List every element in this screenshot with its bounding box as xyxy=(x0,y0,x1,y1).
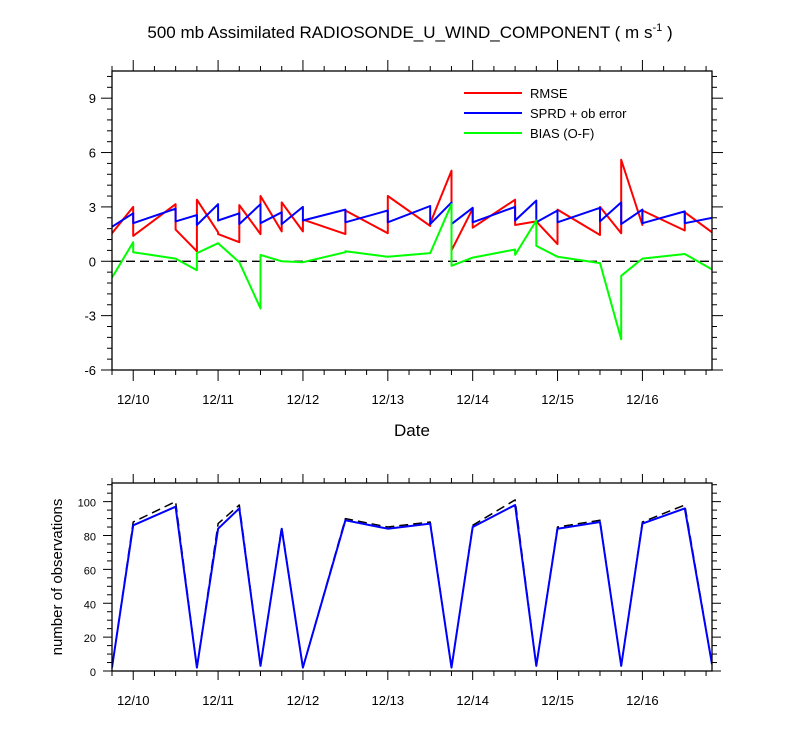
y-tick-label: 9 xyxy=(89,91,96,106)
y-tick-label: 40 xyxy=(84,599,96,611)
x-tick-label: 12/15 xyxy=(541,693,574,708)
bottom-tick-labels: 0 20 40 60 80 100 12/10 12/11 12/12 12/13 12/14 12/… xyxy=(78,498,659,708)
y-tick-label: 6 xyxy=(89,146,96,161)
y-tick-label: 60 xyxy=(84,565,96,577)
chart-title-exponent: -1 xyxy=(652,22,662,34)
x-tick-label: 12/10 xyxy=(117,392,150,407)
x-tick-label: 12/15 xyxy=(541,392,574,407)
series-line-1-2 xyxy=(112,199,712,228)
bottom-axes xyxy=(103,474,721,680)
top-tick-labels: -6 -3 0 3 6 9 12/10 12/11 12/12 12/13 12/14 12/15 12… xyxy=(84,91,658,407)
x-tick-label: 12/13 xyxy=(372,693,405,708)
chart-title: 500 mb Assimilated RADIOSONDE_U_WIND_COM… xyxy=(147,22,672,42)
x-tick-label: 12/14 xyxy=(456,693,489,708)
x-axis-label: Date xyxy=(394,421,430,440)
y-tick-label: 0 xyxy=(89,254,96,269)
x-tick-label: 12/12 xyxy=(287,693,320,708)
plot-frame xyxy=(111,482,713,672)
x-tick-label: 12/14 xyxy=(456,392,489,407)
y-tick-label: 100 xyxy=(78,498,96,510)
legend-label: BIAS (O-F) xyxy=(530,126,594,141)
bottom-series-group xyxy=(112,499,712,669)
y-tick-label: -3 xyxy=(84,309,96,324)
x-tick-label: 12/12 xyxy=(287,392,320,407)
top-panel: 500 mb Assimilated RADIOSONDE_U_WIND_COM… xyxy=(84,22,723,440)
plot-frame xyxy=(111,70,713,371)
top-axes xyxy=(101,60,723,381)
y-tick-label: -6 xyxy=(84,363,96,378)
chart-title-suffix: ) xyxy=(662,23,672,42)
y-tick-label: 3 xyxy=(89,200,96,215)
series-line-1-3 xyxy=(112,203,712,341)
bottom-panel: 0 20 40 60 80 100 12/10 12/11 12/12 12/13 12/14 12/… xyxy=(49,474,721,708)
y-tick-label: 0 xyxy=(90,667,96,679)
x-tick-label: 12/16 xyxy=(626,693,659,708)
y-tick-label: 20 xyxy=(84,633,96,645)
x-tick-label: 12/13 xyxy=(372,392,405,407)
legend: RMSE SPRD + ob error BIAS (O-F) xyxy=(464,86,627,141)
chart-title-main: 500 mb Assimilated RADIOSONDE_U_WIND_COM… xyxy=(147,23,652,42)
y-tick-label: 80 xyxy=(84,532,96,544)
y-axis-label: number of observations xyxy=(49,499,66,656)
x-tick-label: 12/11 xyxy=(202,392,234,407)
legend-label: SPRD + ob error xyxy=(530,106,627,121)
top-series-group xyxy=(112,158,712,341)
x-tick-label: 12/10 xyxy=(117,693,150,708)
legend-label: RMSE xyxy=(530,86,568,101)
x-tick-label: 12/16 xyxy=(626,392,659,407)
series-line-2-2 xyxy=(112,504,712,669)
x-tick-label: 12/11 xyxy=(202,693,234,708)
